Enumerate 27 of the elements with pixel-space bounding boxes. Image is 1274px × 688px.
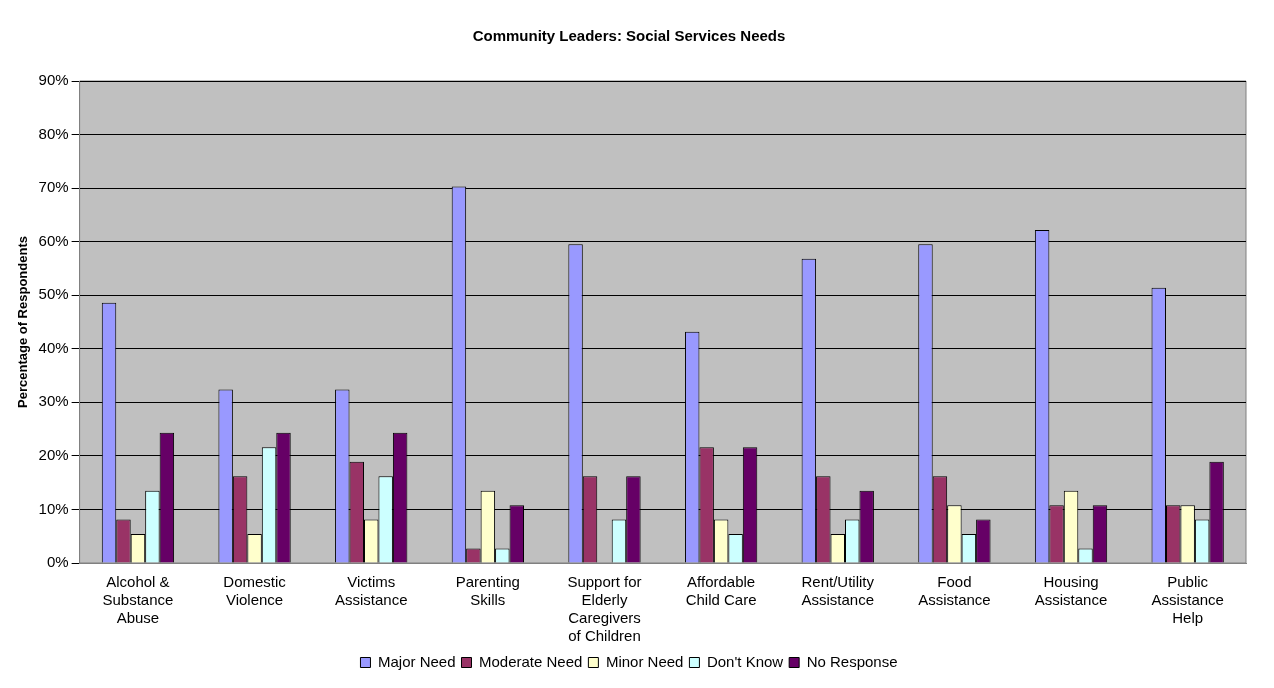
- y-tick-label: 60%: [38, 231, 69, 249]
- x-tick-label: Affordable Child Care: [685, 573, 757, 609]
- y-axis-title: Percentage of Respondents: [15, 236, 31, 408]
- y-tick-label: 70%: [38, 178, 69, 196]
- legend-label: No Response: [806, 652, 898, 670]
- legend-label: Moderate Need: [478, 652, 583, 670]
- x-tick-label: Support for Elderly Caregivers of Children: [567, 573, 642, 645]
- x-tick-label: Alcohol & Substance Abuse: [102, 573, 174, 627]
- x-tick-label: Domestic Violence: [223, 573, 287, 609]
- legend-label: Major Need: [377, 652, 456, 670]
- y-tick-label: 0%: [46, 553, 69, 571]
- x-tick-label: Victims Assistance: [334, 573, 408, 609]
- chart-title: Community Leaders: Social Services Needs: [472, 27, 786, 45]
- x-tick-label: Housing Assistance: [1034, 573, 1108, 609]
- legend-label: Don't Know: [706, 652, 784, 670]
- y-tick-label: 10%: [38, 499, 69, 517]
- y-tick-label: 80%: [38, 124, 69, 142]
- y-tick-label: 20%: [38, 446, 69, 464]
- x-tick-label: Rent/Utility Assistance: [801, 573, 875, 609]
- x-tick-label: Public Assistance Help: [1151, 573, 1224, 627]
- y-tick-label: 30%: [38, 392, 69, 410]
- x-tick-label: Food Assistance: [918, 573, 991, 609]
- y-tick-label: 90%: [38, 71, 69, 89]
- y-tick-label: 50%: [38, 285, 69, 303]
- y-tick-label: 40%: [38, 338, 69, 356]
- x-tick-label: Parenting Skills: [455, 573, 520, 609]
- legend-label: Minor Need: [605, 652, 684, 670]
